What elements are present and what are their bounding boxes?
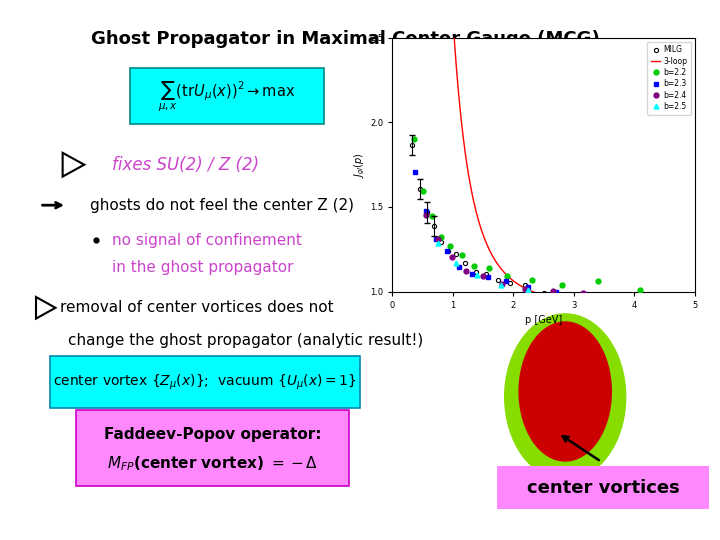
MILG [521, 281, 530, 288]
MILG [636, 292, 644, 299]
b=2.2 [436, 234, 445, 241]
Text: no signal of confinement: no signal of confinement [112, 233, 302, 248]
MILG [506, 280, 515, 287]
b=2.4 [549, 288, 557, 294]
b=2.3 [421, 208, 430, 215]
b=2.5 [497, 282, 505, 288]
Text: center vortices: center vortices [526, 478, 680, 497]
MILG [539, 290, 548, 296]
b=2.5 [681, 297, 690, 303]
b=2.3 [484, 274, 492, 280]
Text: fixes SU(2) / Z (2): fixes SU(2) / Z (2) [112, 156, 258, 174]
FancyBboxPatch shape [50, 356, 360, 408]
MILG [557, 292, 566, 298]
b=2.5 [451, 260, 460, 266]
b=2.5 [524, 287, 533, 294]
Text: $\sum_{\mu,x}(\mathrm{tr}U_{\mu}(x))^2 \rightarrow \mathrm{max}$: $\sum_{\mu,x}(\mathrm{tr}U_{\mu}(x))^2 \… [158, 79, 295, 113]
b=2.4 [462, 268, 470, 275]
3-loop [667, 303, 675, 309]
Text: in the ghost propagator: in the ghost propagator [112, 260, 293, 275]
Line: b=2.2: b=2.2 [411, 136, 643, 292]
b=2.4 [421, 212, 430, 218]
Line: MILG: MILG [410, 143, 697, 304]
b=2.4 [654, 298, 663, 304]
Ellipse shape [518, 321, 612, 462]
MILG [451, 251, 460, 258]
Text: Ghost Propagator in Maximal Center Gauge (MCG): Ghost Propagator in Maximal Center Gauge… [91, 30, 600, 48]
FancyBboxPatch shape [130, 68, 324, 124]
b=2.4 [521, 286, 530, 292]
b=2.4 [615, 293, 624, 299]
b=2.2 [594, 278, 603, 285]
b=2.2 [409, 136, 418, 142]
b=2.2 [469, 262, 478, 269]
b=2.3 [582, 292, 590, 298]
b=2.4 [433, 235, 442, 242]
Line: b=2.3: b=2.3 [413, 170, 667, 303]
Line: 3-loop: 3-loop [440, 0, 695, 307]
b=2.2 [418, 188, 427, 194]
MILG [444, 248, 452, 255]
MILG [436, 239, 445, 246]
MILG [606, 294, 614, 300]
MILG [429, 222, 438, 229]
b=2.3 [411, 169, 420, 176]
b=2.3 [618, 297, 626, 303]
b=2.2 [446, 243, 454, 249]
MILG [408, 141, 417, 148]
X-axis label: p [GeV]: p [GeV] [525, 315, 562, 325]
Ellipse shape [504, 313, 626, 481]
Text: Faddeev-Popov operator:: Faddeev-Popov operator: [104, 427, 321, 442]
b=2.3 [502, 278, 510, 285]
Y-axis label: $J_{gl}(p)$: $J_{gl}(p)$ [353, 152, 367, 178]
b=2.2 [527, 277, 536, 284]
MILG [494, 277, 503, 284]
Text: $M_{FP}$(center vortex) $= -\Delta$: $M_{FP}$(center vortex) $= -\Delta$ [107, 454, 318, 473]
b=2.2 [636, 287, 644, 293]
b=2.5 [597, 296, 606, 303]
b=2.3 [431, 235, 440, 242]
MILG [472, 269, 480, 275]
MILG [461, 260, 469, 266]
3-loop [586, 300, 595, 306]
MILG [666, 296, 675, 303]
3-loop [690, 303, 699, 310]
b=2.4 [498, 280, 507, 287]
b=2.2 [458, 251, 467, 258]
MILG [415, 186, 424, 192]
Legend: MILG, 3-loop, b=2.2, b=2.3, b=2.4, b=2.5: MILG, 3-loop, b=2.2, b=2.3, b=2.4, b=2.5 [647, 42, 691, 114]
b=2.4 [479, 273, 487, 279]
3-loop [591, 300, 600, 307]
Text: removal of center vortices does not: removal of center vortices does not [60, 300, 333, 315]
MILG [690, 299, 699, 305]
FancyBboxPatch shape [76, 410, 349, 486]
Line: b=2.4: b=2.4 [423, 213, 661, 303]
Text: center vortex $\{Z_{\mu}(x)\}$;  vacuum $\{U_{\mu}(x)=1\}$: center vortex $\{Z_{\mu}(x)\}$; vacuum $… [53, 373, 357, 392]
b=2.5 [639, 296, 648, 303]
b=2.5 [473, 272, 482, 278]
b=2.3 [524, 284, 533, 291]
b=2.2 [485, 265, 493, 271]
3-loop [588, 300, 596, 306]
b=2.5 [557, 293, 566, 300]
b=2.5 [433, 240, 442, 246]
MILG [582, 291, 590, 298]
b=2.2 [428, 213, 436, 220]
Line: b=2.5: b=2.5 [436, 241, 688, 303]
b=2.4 [447, 254, 456, 260]
b=2.3 [552, 288, 560, 295]
b=2.3 [468, 271, 477, 277]
b=2.2 [503, 273, 512, 279]
b=2.4 [579, 290, 588, 296]
b=2.3 [443, 248, 451, 254]
MILG [482, 271, 490, 277]
b=2.3 [454, 264, 463, 270]
FancyBboxPatch shape [497, 466, 709, 509]
MILG [423, 210, 431, 216]
Text: change the ghost propagator (analytic result!): change the ghost propagator (analytic re… [68, 333, 423, 348]
Text: ghosts do not feel the center Z (2): ghosts do not feel the center Z (2) [90, 198, 354, 213]
b=2.3 [660, 297, 669, 303]
b=2.2 [557, 282, 566, 289]
3-loop [650, 302, 659, 309]
